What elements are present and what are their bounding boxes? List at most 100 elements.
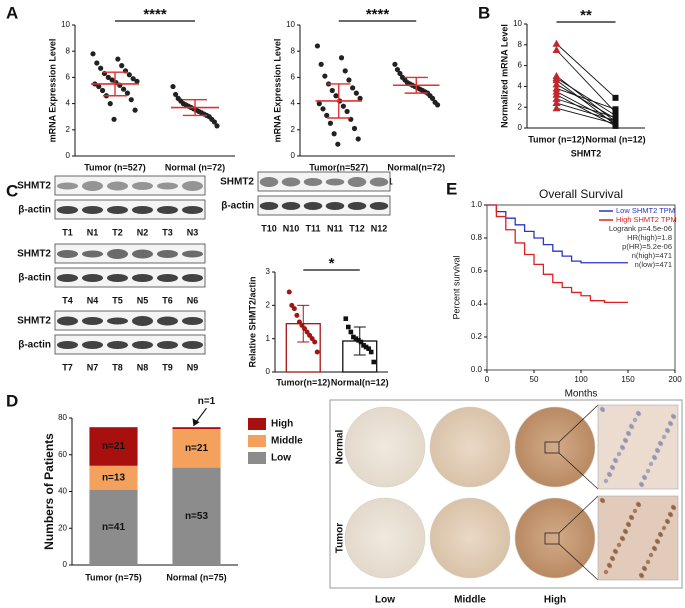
data-point xyxy=(344,108,350,115)
y-tick-label: 0 xyxy=(266,367,271,376)
blot-lane-label: T12 xyxy=(349,223,365,233)
blot-row-label: SHMT2 xyxy=(17,316,51,327)
panel-letter: A xyxy=(6,3,18,22)
blot-band xyxy=(157,182,178,190)
normal-marker xyxy=(612,109,619,116)
normal-marker xyxy=(612,120,619,127)
x-tick-label: Tumor(n=12) xyxy=(276,377,330,387)
blot-band xyxy=(107,317,128,325)
zoom-cell xyxy=(655,539,661,545)
blot-frame xyxy=(54,267,206,288)
zoom-line xyxy=(558,452,599,490)
zoom-cell xyxy=(607,472,613,478)
blot-band xyxy=(57,250,78,258)
y-tick-label: 0.6 xyxy=(471,266,483,275)
blot-band xyxy=(369,202,389,210)
value-label: n=21 xyxy=(185,443,209,454)
y-tick-label: 0.8 xyxy=(471,233,483,242)
data-point xyxy=(358,339,364,345)
y-tick-label: 2 xyxy=(291,125,296,134)
blot-band xyxy=(82,317,103,325)
y-tick-label: 0.0 xyxy=(471,365,483,374)
zoom-cell xyxy=(626,431,632,437)
significance-label: **** xyxy=(143,6,167,23)
y-tick-label: 0 xyxy=(66,151,71,160)
pair-line xyxy=(556,88,616,110)
blot-lane-label: T3 xyxy=(162,227,173,237)
zoom-cell xyxy=(616,542,622,548)
y-tick-label: 4 xyxy=(66,99,71,108)
x-tick-label: 100 xyxy=(574,375,588,384)
zoom-cell xyxy=(655,448,661,454)
data-point xyxy=(318,61,324,67)
blot-band xyxy=(182,317,203,325)
blot-band xyxy=(57,182,78,190)
data-point xyxy=(357,95,363,101)
tumor-marker xyxy=(552,76,561,84)
data-point xyxy=(322,73,328,79)
data-point xyxy=(99,87,106,94)
x-tick-label: Tumor(n=527) xyxy=(309,162,368,172)
panel-letter: E xyxy=(446,179,457,198)
zoom-cell xyxy=(652,455,658,461)
zoom-cell xyxy=(642,475,648,481)
blot-lane-label: T5 xyxy=(112,295,123,305)
zoom-cell xyxy=(636,411,642,417)
zoom-cell xyxy=(620,536,626,542)
blot-lane-label: N3 xyxy=(187,227,199,237)
zoom-line xyxy=(558,404,599,443)
blot-lane-label: T8 xyxy=(112,362,123,372)
data-point xyxy=(333,93,339,99)
legend-swatch xyxy=(248,435,266,447)
blot-band xyxy=(182,341,203,349)
blot-band xyxy=(82,206,103,214)
blot-band xyxy=(259,202,279,210)
blot-lane-label: T11 xyxy=(305,223,320,233)
blot-lane-label: N10 xyxy=(283,223,300,233)
data-point xyxy=(128,97,134,103)
blot-row-label: β-actin xyxy=(18,340,51,351)
blot-band xyxy=(157,274,178,282)
ihc-row-label: Tumor xyxy=(335,523,346,553)
blot-lane-label: T4 xyxy=(62,295,73,305)
zoom-cell xyxy=(607,563,613,569)
panel-letter: D xyxy=(6,391,18,410)
legend-label: Low xyxy=(271,453,291,464)
survival-curve xyxy=(487,204,628,303)
zoom-cell xyxy=(600,407,606,413)
zoom-cell xyxy=(623,529,629,535)
zoom-cell xyxy=(642,566,648,572)
blot-lane-label: T7 xyxy=(62,362,73,372)
y-tick-label: 6 xyxy=(291,73,296,82)
blot-frame xyxy=(257,195,391,216)
pair-line xyxy=(556,98,616,119)
y-axis-label: Normalized mRNA Level xyxy=(499,24,509,128)
y-tick-label: 1.0 xyxy=(471,200,483,209)
pair-line xyxy=(556,107,616,125)
y-tick-label: 8 xyxy=(518,40,523,49)
data-point xyxy=(324,112,330,118)
y-tick-label: 2 xyxy=(266,300,271,309)
zoom-cell xyxy=(613,549,619,555)
blot-band xyxy=(259,177,279,187)
zoom-cell xyxy=(639,573,645,579)
pair-line xyxy=(556,49,616,113)
zoom-line xyxy=(558,495,599,534)
label-arrowhead xyxy=(192,418,200,427)
blot-band xyxy=(82,274,103,282)
zoom-line xyxy=(558,543,599,581)
data-point xyxy=(320,106,326,112)
blot-lane-label: N2 xyxy=(137,227,149,237)
tumor-marker xyxy=(552,46,561,53)
normal-marker xyxy=(612,106,619,113)
data-point xyxy=(294,312,300,318)
y-tick-label: 6 xyxy=(66,73,71,82)
y-tick-label: 1 xyxy=(266,334,271,343)
blot-lane-label: N8 xyxy=(137,362,149,372)
tumor-marker xyxy=(552,99,561,107)
zoom-cell xyxy=(632,417,638,423)
blot-frame xyxy=(54,243,206,264)
zoom-cell xyxy=(668,421,674,427)
blot-band xyxy=(157,206,178,214)
data-point xyxy=(355,136,361,142)
